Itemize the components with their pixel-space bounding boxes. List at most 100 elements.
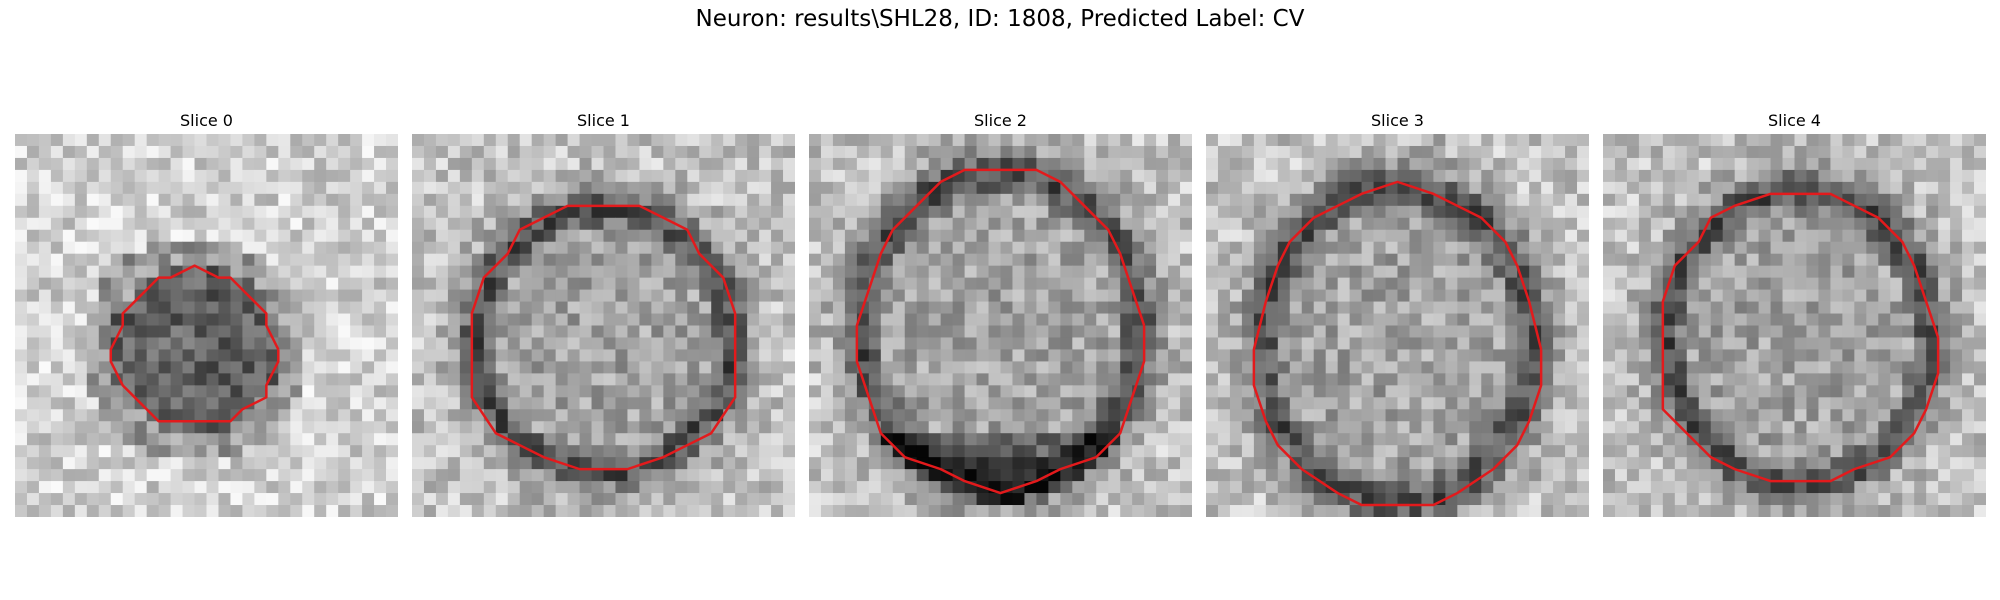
image-pixel bbox=[1084, 193, 1097, 207]
image-pixel bbox=[1409, 301, 1422, 314]
image-pixel bbox=[1890, 325, 1903, 338]
image-pixel bbox=[1662, 181, 1676, 195]
image-pixel bbox=[1577, 253, 1589, 267]
image-pixel bbox=[1938, 313, 1951, 326]
image-pixel bbox=[1962, 277, 1975, 290]
image-pixel bbox=[326, 193, 339, 207]
image-pixel bbox=[1108, 157, 1121, 171]
image-pixel bbox=[1397, 373, 1410, 386]
image-pixel bbox=[856, 277, 870, 290]
image-pixel bbox=[603, 397, 616, 410]
image-pixel bbox=[1421, 385, 1434, 398]
image-pixel bbox=[182, 481, 195, 494]
image-pixel bbox=[26, 134, 40, 147]
image-pixel bbox=[783, 481, 795, 494]
image-pixel bbox=[1878, 361, 1891, 374]
image-pixel bbox=[26, 325, 40, 338]
image-pixel bbox=[1830, 301, 1843, 314]
image-pixel bbox=[1782, 229, 1795, 243]
image-pixel bbox=[1241, 157, 1255, 171]
image-pixel bbox=[1481, 289, 1494, 302]
image-pixel bbox=[531, 385, 545, 398]
image-pixel bbox=[1565, 325, 1578, 338]
image-pixel bbox=[844, 409, 858, 422]
image-pixel bbox=[1710, 145, 1724, 159]
image-pixel bbox=[771, 337, 784, 350]
image-pixel bbox=[1854, 157, 1867, 171]
image-pixel bbox=[832, 157, 846, 171]
image-pixel bbox=[1541, 229, 1554, 243]
image-pixel bbox=[435, 385, 449, 398]
image-pixel bbox=[1710, 337, 1724, 350]
image-pixel bbox=[832, 457, 846, 470]
image-pixel bbox=[747, 361, 760, 374]
image-pixel bbox=[74, 505, 88, 517]
image-pixel bbox=[242, 349, 255, 362]
image-pixel bbox=[543, 265, 557, 279]
image-pixel bbox=[86, 313, 100, 326]
image-pixel bbox=[110, 445, 124, 458]
image-pixel bbox=[1722, 229, 1736, 243]
image-pixel bbox=[1614, 181, 1628, 195]
image-pixel bbox=[26, 217, 40, 231]
image-pixel bbox=[783, 157, 795, 171]
image-pixel bbox=[1710, 373, 1724, 386]
image-pixel bbox=[242, 265, 255, 279]
image-pixel bbox=[1577, 445, 1589, 458]
image-pixel bbox=[1481, 325, 1494, 338]
image-pixel bbox=[182, 289, 195, 302]
image-pixel bbox=[856, 229, 870, 243]
image-pixel bbox=[543, 505, 557, 517]
image-pixel bbox=[1603, 193, 1616, 207]
image-pixel bbox=[1217, 481, 1231, 494]
image-pixel bbox=[1806, 301, 1819, 314]
image-pixel bbox=[1048, 265, 1061, 279]
image-pixel bbox=[1541, 349, 1554, 362]
image-pixel bbox=[158, 265, 171, 279]
image-pixel bbox=[374, 193, 387, 207]
image-pixel bbox=[952, 481, 965, 494]
image-pixel bbox=[1866, 193, 1879, 207]
image-pixel bbox=[1457, 265, 1470, 279]
image-pixel bbox=[675, 289, 688, 302]
image-pixel bbox=[809, 277, 822, 290]
image-pixel bbox=[182, 349, 195, 362]
image-pixel bbox=[880, 277, 894, 290]
image-pixel bbox=[1662, 145, 1676, 159]
image-pixel bbox=[747, 421, 760, 434]
image-pixel bbox=[976, 241, 989, 255]
image-pixel bbox=[699, 229, 712, 243]
image-pixel bbox=[1120, 241, 1133, 255]
image-pixel bbox=[1890, 385, 1903, 398]
image-pixel bbox=[1180, 433, 1192, 446]
image-pixel bbox=[86, 397, 100, 410]
image-pixel bbox=[1313, 289, 1327, 302]
image-pixel bbox=[916, 409, 930, 422]
image-pixel bbox=[1878, 373, 1891, 386]
image-pixel bbox=[1313, 181, 1327, 195]
image-pixel bbox=[651, 325, 664, 338]
image-pixel bbox=[1782, 433, 1795, 446]
image-pixel bbox=[639, 313, 652, 326]
image-pixel bbox=[1180, 289, 1192, 302]
image-pixel bbox=[266, 169, 279, 183]
image-pixel bbox=[1469, 301, 1482, 314]
image-pixel bbox=[844, 445, 858, 458]
image-pixel bbox=[1650, 229, 1664, 243]
image-pixel bbox=[1144, 217, 1157, 231]
image-pixel bbox=[290, 421, 303, 434]
image-pixel bbox=[651, 421, 664, 434]
image-pixel bbox=[1674, 397, 1688, 410]
image-pixel bbox=[290, 325, 303, 338]
image-pixel bbox=[1313, 277, 1327, 290]
image-pixel bbox=[1974, 145, 1986, 159]
image-pixel bbox=[1962, 253, 1975, 267]
image-pixel bbox=[988, 229, 1001, 243]
image-pixel bbox=[302, 445, 315, 458]
image-pixel bbox=[110, 241, 124, 255]
image-pixel bbox=[86, 337, 100, 350]
image-pixel bbox=[412, 265, 425, 279]
image-pixel bbox=[278, 469, 291, 482]
image-pixel bbox=[350, 253, 363, 267]
image-pixel bbox=[1457, 325, 1470, 338]
